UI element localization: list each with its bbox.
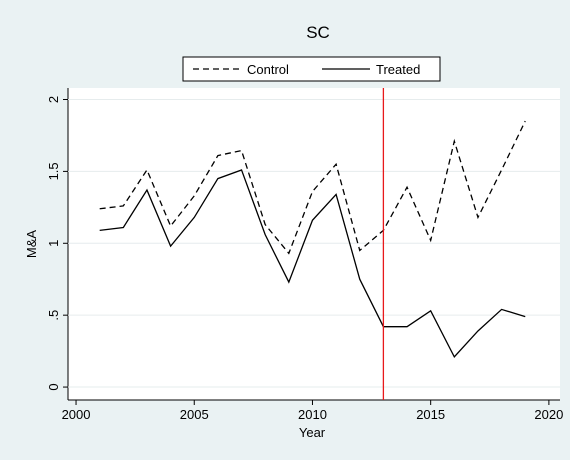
y-axis-label: M&A <box>24 230 39 259</box>
legend-label: Treated <box>376 62 420 77</box>
x-tick-label: 2005 <box>180 407 209 422</box>
chart-title: SC <box>306 23 330 42</box>
x-tick-label: 2015 <box>416 407 445 422</box>
y-tick-label: .5 <box>46 310 61 321</box>
x-tick-label: 2020 <box>534 407 563 422</box>
x-tick-label: 2010 <box>298 407 327 422</box>
y-tick-label: 1.5 <box>46 162 61 180</box>
y-tick-label: 2 <box>46 96 61 103</box>
x-tick-label: 2000 <box>62 407 91 422</box>
series-line <box>99 169 526 358</box>
plot-area <box>68 88 560 400</box>
y-tick-label: 1 <box>46 240 61 247</box>
x-axis-label: Year <box>299 425 326 440</box>
series-line <box>99 120 526 255</box>
y-tick-label: 0 <box>46 383 61 390</box>
legend-label: Control <box>247 62 289 77</box>
